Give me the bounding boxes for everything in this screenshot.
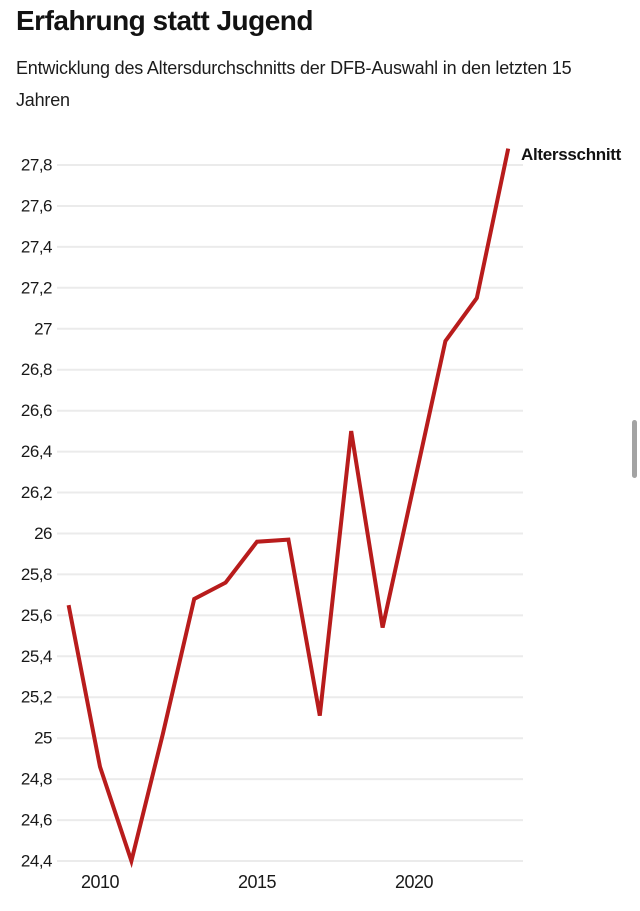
y-tick-label: 25: [34, 729, 52, 748]
scrollbar-thumb[interactable]: [632, 420, 637, 478]
chart-subtitle: Entwicklung des Altersdurchschnitts der …: [16, 58, 572, 110]
age-line: [66, 148, 511, 869]
y-tick-label: 27,8: [21, 156, 52, 175]
y-tick-label: 26,8: [21, 360, 52, 379]
series-legend-label: Altersschnitt: [521, 145, 622, 164]
x-tick-label: 2015: [238, 872, 277, 892]
y-tick-label: 27,4: [21, 237, 52, 256]
y-tick-label: 25,8: [21, 565, 52, 584]
y-tick-label: 25,2: [21, 688, 52, 707]
y-tick-label: 27,6: [21, 197, 52, 216]
y-tick-label: 26: [34, 524, 52, 543]
y-tick-label: 25,4: [21, 647, 52, 666]
y-tick-label: 24,6: [21, 811, 52, 830]
y-tick-label: 26,6: [21, 401, 52, 420]
y-tick-label: 25,6: [21, 606, 52, 625]
chart-header: Erfahrung statt Jugend Entwicklung des A…: [16, 4, 624, 116]
y-tick-label: 27: [34, 319, 52, 338]
x-tick-label: 2020: [395, 872, 434, 892]
y-tick-label: 24,8: [21, 770, 52, 789]
y-tick-label: 27,2: [21, 278, 52, 297]
chart-title: Erfahrung statt Jugend: [16, 5, 314, 36]
y-tick-label: 24,4: [21, 852, 52, 871]
y-tick-label: 26,4: [21, 442, 52, 461]
y-tick-label: 26,2: [21, 483, 52, 502]
x-tick-label: 2010: [81, 872, 120, 892]
